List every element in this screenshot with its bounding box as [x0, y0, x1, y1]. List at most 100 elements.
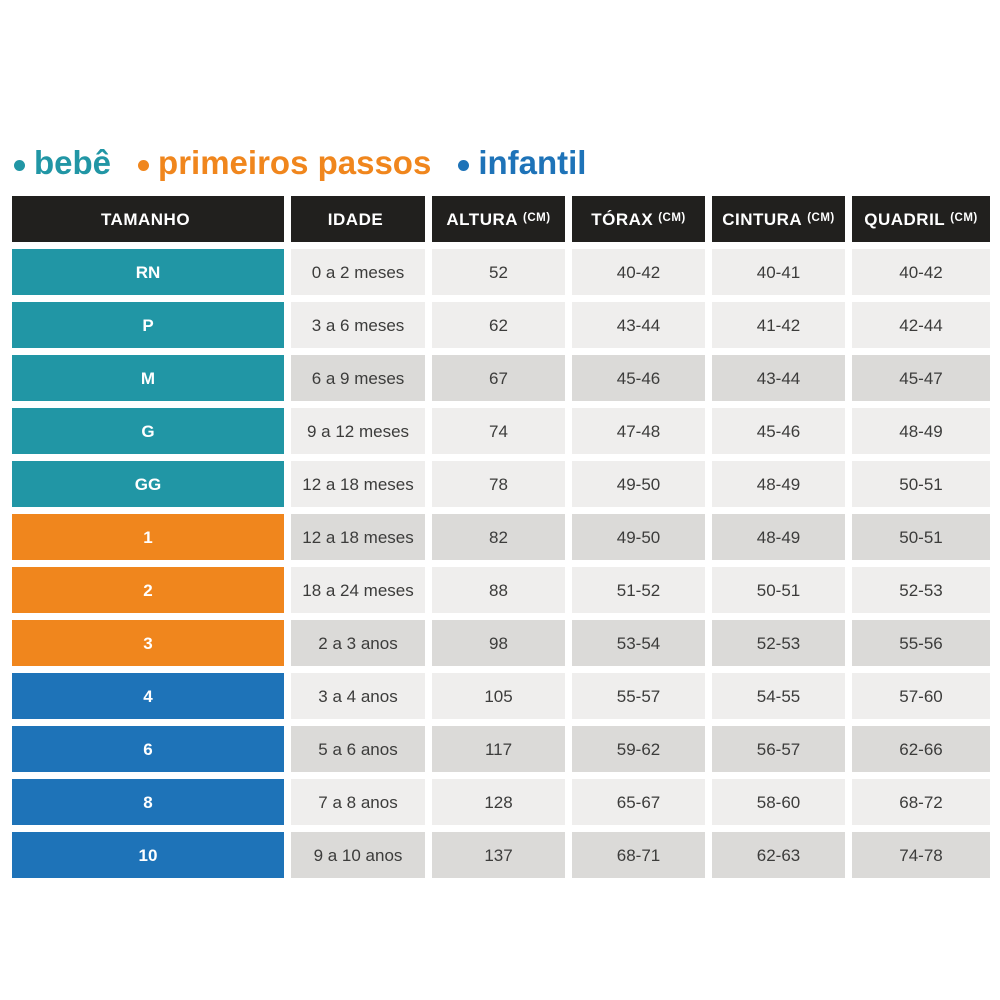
torax-cell: 49-50 — [572, 461, 705, 507]
size-cell: GG — [12, 461, 284, 507]
header-cintura: CINTURA (CM) — [712, 196, 845, 242]
quadril-cell: 57-60 — [852, 673, 990, 719]
torax-cell: 65-67 — [572, 779, 705, 825]
size-cell: 6 — [12, 726, 284, 772]
altura-cell: 52 — [432, 249, 565, 295]
size-cell: G — [12, 408, 284, 454]
cintura-cell: 40-41 — [712, 249, 845, 295]
header-tamanho: TAMANHO — [12, 196, 284, 242]
idade-cell: 12 a 18 meses — [291, 514, 425, 560]
quadril-cell: 48-49 — [852, 408, 990, 454]
quadril-cell: 42-44 — [852, 302, 990, 348]
legend-label: primeiros passos — [158, 144, 432, 181]
cintura-cell: 50-51 — [712, 567, 845, 613]
size-cell: M — [12, 355, 284, 401]
torax-cell: 49-50 — [572, 514, 705, 560]
size-cell: P — [12, 302, 284, 348]
altura-cell: 105 — [432, 673, 565, 719]
header-label: IDADE — [327, 209, 384, 229]
quadril-cell: 45-47 — [852, 355, 990, 401]
header-label: ALTURA — [446, 209, 519, 229]
cintura-cell: 48-49 — [712, 461, 845, 507]
legend-label: infantil — [478, 144, 587, 181]
header-torax: TÓRAX (CM) — [572, 196, 705, 242]
torax-cell: 55-57 — [572, 673, 705, 719]
altura-cell: 128 — [432, 779, 565, 825]
quadril-cell: 50-51 — [852, 461, 990, 507]
cintura-cell: 52-53 — [712, 620, 845, 666]
legend-bullet-icon — [138, 159, 150, 171]
size-cell: RN — [12, 249, 284, 295]
header-idade: IDADE — [291, 196, 425, 242]
idade-cell: 9 a 12 meses — [291, 408, 425, 454]
header-unit: (CM) — [523, 212, 551, 225]
quadril-cell: 68-72 — [852, 779, 990, 825]
quadril-cell: 74-78 — [852, 832, 990, 878]
idade-cell: 9 a 10 anos — [291, 832, 425, 878]
idade-cell: 7 a 8 anos — [291, 779, 425, 825]
idade-cell: 12 a 18 meses — [291, 461, 425, 507]
size-cell: 8 — [12, 779, 284, 825]
cintura-cell: 62-63 — [712, 832, 845, 878]
quadril-cell: 52-53 — [852, 567, 990, 613]
header-quadril: QUADRIL (CM) — [852, 196, 990, 242]
quadril-cell: 62-66 — [852, 726, 990, 772]
header-label: CINTURA — [722, 209, 803, 229]
size-cell: 10 — [12, 832, 284, 878]
altura-cell: 78 — [432, 461, 565, 507]
idade-cell: 5 a 6 anos — [291, 726, 425, 772]
altura-cell: 62 — [432, 302, 565, 348]
cintura-cell: 56-57 — [712, 726, 845, 772]
header-label: TAMANHO — [100, 209, 191, 229]
torax-cell: 68-71 — [572, 832, 705, 878]
torax-cell: 45-46 — [572, 355, 705, 401]
torax-cell: 59-62 — [572, 726, 705, 772]
legend-item: infantil — [458, 144, 586, 182]
size-table: TAMANHO IDADE ALTURA (CM) TÓRAX (CM) CINTU… — [12, 196, 990, 878]
size-cell: 4 — [12, 673, 284, 719]
torax-cell: 51-52 — [572, 567, 705, 613]
idade-cell: 3 a 6 meses — [291, 302, 425, 348]
header-unit: (CM) — [950, 212, 978, 225]
idade-cell: 0 a 2 meses — [291, 249, 425, 295]
idade-cell: 3 a 4 anos — [291, 673, 425, 719]
altura-cell: 88 — [432, 567, 565, 613]
header-label: TÓRAX — [591, 209, 654, 229]
cintura-cell: 58-60 — [712, 779, 845, 825]
idade-cell: 6 a 9 meses — [291, 355, 425, 401]
header-altura: ALTURA (CM) — [432, 196, 565, 242]
legend-bullet-icon — [14, 159, 25, 171]
altura-cell: 137 — [432, 832, 565, 878]
cintura-cell: 48-49 — [712, 514, 845, 560]
header-unit: (CM) — [658, 212, 686, 225]
cintura-cell: 54-55 — [712, 673, 845, 719]
altura-cell: 117 — [432, 726, 565, 772]
header-label: QUADRIL — [864, 209, 946, 229]
cintura-cell: 45-46 — [712, 408, 845, 454]
legend-bullet-icon — [458, 159, 470, 171]
size-cell: 2 — [12, 567, 284, 613]
legend-item: bebê — [14, 144, 111, 182]
legend: bebê primeiros passos infantil — [14, 144, 586, 182]
altura-cell: 74 — [432, 408, 565, 454]
size-cell: 1 — [12, 514, 284, 560]
idade-cell: 18 a 24 meses — [291, 567, 425, 613]
altura-cell: 98 — [432, 620, 565, 666]
altura-cell: 82 — [432, 514, 565, 560]
torax-cell: 40-42 — [572, 249, 705, 295]
legend-item: primeiros passos — [138, 144, 431, 182]
idade-cell: 2 a 3 anos — [291, 620, 425, 666]
quadril-cell: 50-51 — [852, 514, 990, 560]
torax-cell: 53-54 — [572, 620, 705, 666]
quadril-cell: 40-42 — [852, 249, 990, 295]
header-unit: (CM) — [807, 212, 835, 225]
cintura-cell: 43-44 — [712, 355, 845, 401]
altura-cell: 67 — [432, 355, 565, 401]
quadril-cell: 55-56 — [852, 620, 990, 666]
size-cell: 3 — [12, 620, 284, 666]
torax-cell: 43-44 — [572, 302, 705, 348]
cintura-cell: 41-42 — [712, 302, 845, 348]
legend-label: bebê — [34, 144, 112, 181]
torax-cell: 47-48 — [572, 408, 705, 454]
